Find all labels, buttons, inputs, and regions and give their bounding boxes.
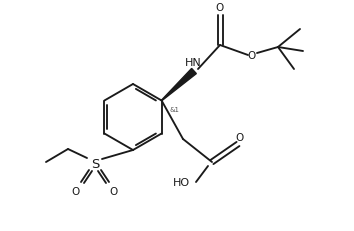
Text: O: O bbox=[110, 186, 118, 196]
Text: HO: HO bbox=[173, 177, 190, 187]
Polygon shape bbox=[161, 69, 196, 101]
Text: O: O bbox=[216, 3, 224, 13]
Text: O: O bbox=[236, 132, 244, 142]
Text: O: O bbox=[248, 51, 256, 61]
Text: &1: &1 bbox=[170, 107, 179, 113]
Text: S: S bbox=[91, 157, 99, 170]
Text: O: O bbox=[72, 186, 80, 196]
Text: HN: HN bbox=[185, 58, 201, 68]
